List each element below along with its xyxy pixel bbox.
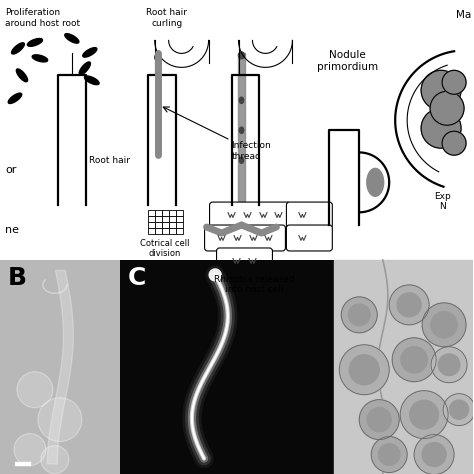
Circle shape [421,70,461,110]
Circle shape [443,394,474,426]
Polygon shape [17,69,27,82]
Polygon shape [83,47,97,57]
Polygon shape [27,38,43,46]
Bar [176,222,182,228]
Bar [155,210,162,216]
Bar [155,222,162,228]
Bar [162,228,169,234]
Circle shape [401,346,428,373]
Circle shape [392,338,436,382]
FancyBboxPatch shape [210,202,291,228]
Bar [148,216,155,222]
Circle shape [422,303,466,347]
Bar [148,210,155,216]
Bar [176,228,182,234]
Polygon shape [239,127,244,133]
Circle shape [410,400,438,429]
Circle shape [389,285,429,325]
Text: C: C [128,266,146,290]
Text: Root hair
curling: Root hair curling [146,9,187,28]
Text: Cotrical cell
division: Cotrical cell division [140,239,190,258]
Circle shape [371,437,407,473]
Bar [169,210,176,216]
Circle shape [430,91,464,125]
Polygon shape [79,62,91,75]
Circle shape [38,398,82,442]
Polygon shape [65,34,79,43]
Polygon shape [367,168,383,196]
Circle shape [422,443,446,466]
Bar [148,222,155,228]
Polygon shape [32,55,47,62]
Circle shape [367,408,391,432]
Circle shape [349,355,379,385]
Text: Infection
thread: Infection thread [231,141,271,161]
Polygon shape [11,43,24,54]
Circle shape [17,372,53,408]
Text: Rhizobia released
into host cell: Rhizobia released into host cell [214,275,295,294]
Bar [169,216,176,222]
Circle shape [431,311,457,338]
Text: Root hair: Root hair [89,155,130,164]
Bar [169,222,176,228]
Polygon shape [334,260,473,474]
Bar [148,228,155,234]
Polygon shape [209,269,221,281]
Circle shape [397,293,421,317]
Circle shape [442,131,466,155]
Bar [162,222,169,228]
Text: N: N [439,202,446,211]
Circle shape [41,446,69,474]
Circle shape [449,400,469,419]
Bar [0,260,120,474]
Bar [120,260,334,474]
FancyBboxPatch shape [286,202,332,228]
Bar [155,228,162,234]
FancyBboxPatch shape [205,225,285,251]
Polygon shape [155,54,161,61]
Text: Exp: Exp [434,192,451,201]
FancyBboxPatch shape [286,225,332,251]
Circle shape [378,444,400,465]
Circle shape [359,400,399,439]
Circle shape [348,304,370,326]
Text: Proliferation
around host root: Proliferation around host root [5,9,80,28]
Polygon shape [239,157,244,164]
Bar [334,260,473,474]
Polygon shape [239,97,244,103]
Text: Ma: Ma [456,10,471,20]
Circle shape [438,354,460,375]
Circle shape [442,70,466,94]
Circle shape [14,434,46,465]
Circle shape [421,108,461,148]
FancyBboxPatch shape [217,248,273,274]
Circle shape [341,297,377,333]
Circle shape [414,435,454,474]
Polygon shape [84,76,99,85]
Circle shape [400,391,448,438]
Text: ne: ne [5,225,19,235]
Bar [155,216,162,222]
Bar [169,228,176,234]
Bar [176,216,182,222]
Bar [162,210,169,216]
Polygon shape [238,52,245,59]
Circle shape [431,347,467,383]
Bar [162,216,169,222]
Bar [176,210,182,216]
Text: or: or [5,165,17,175]
Circle shape [339,345,389,395]
Text: Nodule
primordium: Nodule primordium [317,50,378,72]
Text: B: B [8,266,27,290]
Polygon shape [8,93,22,103]
